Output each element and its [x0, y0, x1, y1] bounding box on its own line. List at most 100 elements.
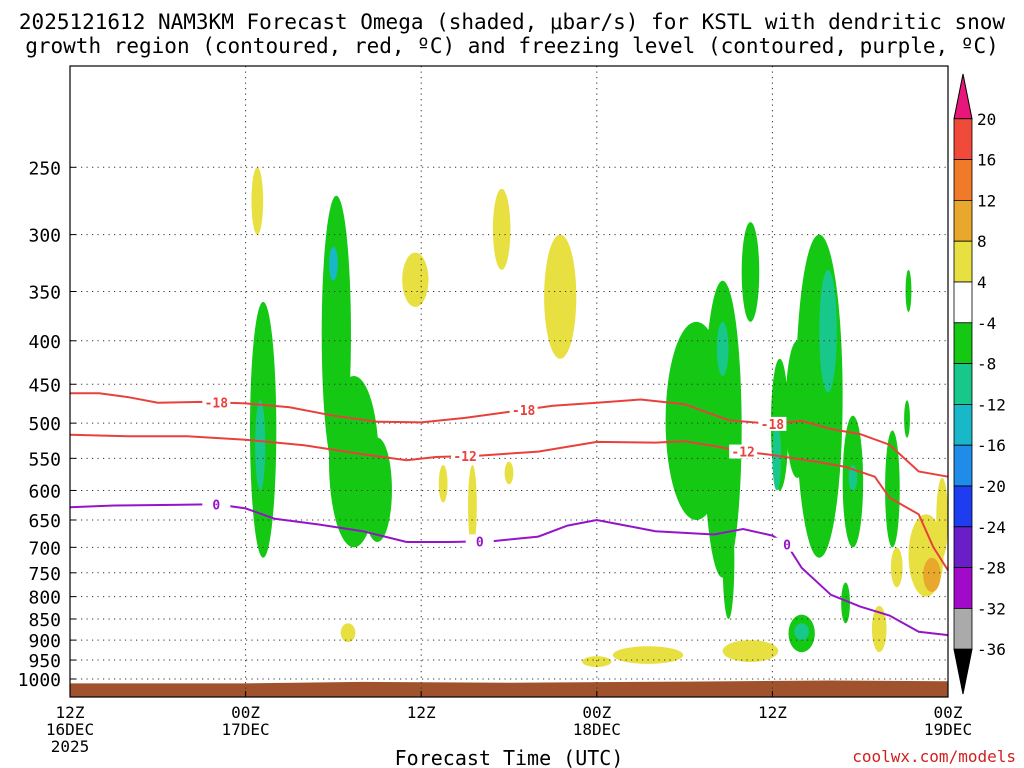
- colorbar-label: 12: [977, 191, 996, 210]
- contour-label-bg: [202, 395, 231, 410]
- omega-region: [905, 269, 912, 313]
- y-tick-label: 650: [28, 511, 61, 532]
- y-tick-label: 400: [28, 332, 61, 353]
- colorbar-label: -8: [977, 355, 996, 374]
- colorbar-label: -12: [977, 395, 1006, 414]
- contour-label: 0: [212, 498, 220, 513]
- contour-label: -12: [731, 446, 754, 461]
- omega-region: [794, 623, 809, 641]
- colorbar-bottom-arrow: [953, 648, 973, 695]
- omega-region: [362, 437, 392, 543]
- x-tick-label: 2025: [51, 737, 90, 756]
- colorbar-swatch: [953, 567, 973, 609]
- colorbar-label: -32: [977, 599, 1006, 618]
- colorbar-label: -4: [977, 314, 996, 333]
- contour-label-bg: [202, 497, 231, 512]
- omega-region: [885, 430, 900, 548]
- x-tick-label: 12Z: [407, 703, 436, 722]
- omega-region: [492, 188, 511, 270]
- omega-region: [904, 400, 910, 438]
- omega-region: [251, 167, 264, 235]
- colorbar-swatch: [953, 444, 973, 487]
- x-tick-label: 16DEC: [46, 720, 94, 739]
- y-tick-label: 500: [28, 414, 61, 435]
- colorbar-swatch: [953, 281, 973, 324]
- y-tick-label: 600: [28, 481, 61, 502]
- colorbar-label: -16: [977, 436, 1006, 455]
- y-tick-label: 850: [28, 610, 61, 631]
- contour-label: 0: [783, 539, 791, 554]
- contour-label-bg: [729, 444, 758, 459]
- x-tick-label: 12Z: [56, 703, 85, 722]
- omega-region: [468, 464, 477, 548]
- chart-title-line2: growth region (contoured, red, ºC) and f…: [25, 34, 999, 58]
- omega-region: [741, 222, 760, 322]
- colorbar-swatch: [953, 322, 973, 364]
- contour-label: -18: [205, 396, 229, 411]
- y-tick-label: 350: [28, 282, 61, 303]
- contour-label: -18: [761, 418, 785, 433]
- colorbar-label: 16: [977, 151, 996, 170]
- colorbar-label: -36: [977, 640, 1006, 659]
- x-tick-label: 00Z: [934, 703, 963, 722]
- colorbar-label: 8: [977, 232, 987, 251]
- omega-shading: [249, 167, 948, 667]
- x-tick-label: 00Z: [582, 703, 611, 722]
- colorbar-label: 4: [977, 273, 987, 292]
- colorbar-swatch: [953, 240, 973, 283]
- y-tick-label: 550: [28, 449, 61, 470]
- x-tick-label: 18DEC: [573, 720, 621, 739]
- x-axis-label: Forecast Time (UTC): [395, 746, 624, 768]
- omega-region: [504, 461, 514, 485]
- contour-label: -18: [512, 404, 536, 419]
- omega-region: [748, 648, 773, 661]
- omega-region: [722, 502, 735, 620]
- y-tick-label: 700: [28, 538, 61, 559]
- omega-region: [438, 464, 448, 503]
- contour-label-bg: [465, 534, 494, 549]
- omega-region: [716, 321, 729, 376]
- y-tick-label: 900: [28, 631, 61, 652]
- chart-title-line1: 2025121612 NAM3KM Forecast Omega (shaded…: [18, 10, 1006, 34]
- colorbar-top-arrow: [953, 73, 973, 120]
- contour--12c-isotherm: [69, 433, 949, 571]
- colorbar-label: -24: [977, 518, 1006, 537]
- omega-region: [819, 269, 837, 393]
- omega-region: [703, 280, 742, 578]
- colorbar-swatch: [953, 403, 973, 446]
- y-tick-label: 950: [28, 651, 61, 672]
- contour-0c-freezing-level: [69, 503, 949, 637]
- credit-url[interactable]: coolwx.com/models: [852, 747, 1016, 766]
- colorbar: [953, 73, 973, 695]
- colorbar-swatch: [953, 118, 973, 161]
- contour-label: -12: [453, 450, 476, 465]
- omega-region: [871, 605, 887, 653]
- y-tick-label: 300: [28, 226, 61, 247]
- omega-region: [848, 464, 858, 491]
- omega-region: [612, 646, 684, 664]
- colorbar-swatch: [953, 608, 973, 650]
- omega-region: [329, 246, 338, 281]
- contour-label-bg: [773, 537, 802, 552]
- x-tick-label: 12Z: [758, 703, 787, 722]
- x-tick-label: 17DEC: [222, 720, 270, 739]
- y-tick-label: 750: [28, 564, 61, 585]
- colorbar-swatch: [953, 526, 973, 568]
- colorbar-label: 20: [977, 110, 996, 129]
- contour-label-bg: [451, 449, 480, 464]
- below-ground-fill: [70, 680, 948, 697]
- colorbar-swatch: [953, 199, 973, 242]
- contour-label-bg: [509, 402, 538, 417]
- omega-region: [340, 623, 356, 643]
- contour-label: 0: [476, 535, 484, 550]
- colorbar-swatch: [953, 363, 973, 405]
- colorbar-label: -20: [977, 477, 1006, 496]
- colorbar-swatch: [953, 159, 973, 201]
- colorbar-swatch: [953, 485, 973, 528]
- plot-frame: [69, 65, 949, 698]
- y-tick-label: 1000: [18, 670, 61, 691]
- omega-region: [890, 547, 903, 588]
- contour-label-bg: [758, 416, 787, 431]
- colorbar-label: -28: [977, 559, 1006, 578]
